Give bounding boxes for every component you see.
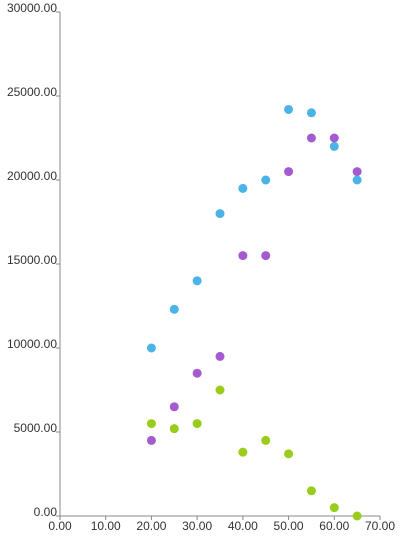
x-tick-label: 50.00 (274, 519, 304, 533)
x-tick-label: 10.00 (91, 519, 121, 533)
x-tick-label: 20.00 (136, 519, 166, 533)
point (352, 175, 362, 185)
x-tick-label: 60.00 (319, 519, 349, 533)
point (146, 435, 156, 445)
x-tick-label: 40.00 (228, 519, 258, 533)
point (329, 141, 339, 151)
x-tick-label: 0.00 (48, 519, 72, 533)
y-tick-label: 5000.00 (14, 421, 58, 435)
point (284, 104, 294, 114)
point (261, 175, 271, 185)
y-tick-label: 25000.00 (7, 85, 57, 99)
x-tick-label: 70.00 (365, 519, 395, 533)
point (306, 133, 316, 143)
point (306, 108, 316, 118)
point (215, 209, 225, 219)
point (169, 402, 179, 412)
point (146, 343, 156, 353)
point (238, 251, 248, 261)
point (261, 435, 271, 445)
point (192, 419, 202, 429)
point (238, 447, 248, 457)
point (192, 368, 202, 378)
y-tick-label: 10000.00 (7, 337, 57, 351)
point (215, 385, 225, 395)
y-tick-label: 30000.00 (7, 1, 57, 15)
point (329, 503, 339, 513)
point (306, 486, 316, 496)
point (352, 511, 362, 521)
point (261, 251, 271, 261)
point (352, 167, 362, 177)
y-tick-label: 0.00 (34, 505, 58, 519)
y-tick-label: 20000.00 (7, 169, 57, 183)
point (215, 351, 225, 361)
point (284, 449, 294, 459)
y-tick-label: 15000.00 (7, 253, 57, 267)
point (169, 424, 179, 434)
point (329, 133, 339, 143)
point (169, 304, 179, 314)
point (284, 167, 294, 177)
point (192, 276, 202, 286)
point (238, 183, 248, 193)
point (146, 419, 156, 429)
x-tick-label: 30.00 (182, 519, 212, 533)
